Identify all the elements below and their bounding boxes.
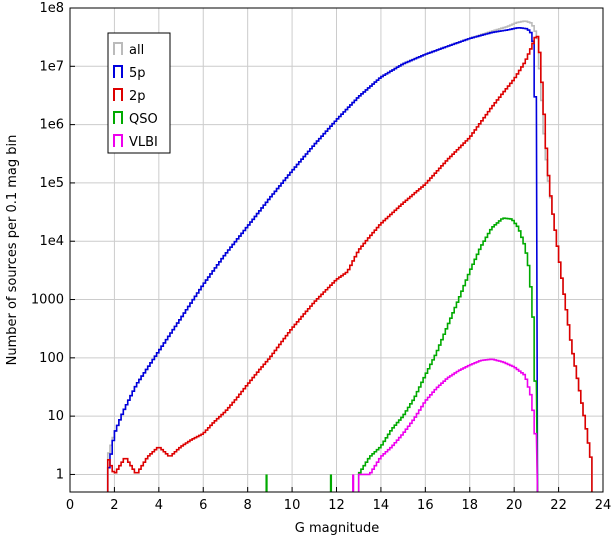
axes-layer: 0 2 4 6 8 10 12 14 16 18 20 22 2411010010001e41e51e6… <box>31 1 611 513</box>
x-tick-label: 0 <box>66 498 74 513</box>
legend: all 5p 2p QSO VLBI <box>107 32 171 154</box>
y-tick-label: 1 <box>56 467 64 482</box>
x-tick-label: 16 <box>417 498 434 513</box>
x-tick-label: 4 <box>155 498 163 513</box>
legend-swatch-5p <box>113 65 123 78</box>
y-tick-label: 1e7 <box>39 59 64 74</box>
series-line-all <box>106 20 593 492</box>
y-axis-label: Number of sources per 0.1 mag bin <box>5 135 20 366</box>
y-tick-label: 100 <box>39 351 64 366</box>
series-mark-vlbi <box>352 474 355 492</box>
y-tick-label: 1e5 <box>39 176 64 191</box>
x-tick-label: 24 <box>595 498 612 513</box>
legend-box <box>107 32 171 154</box>
series-line-2p <box>106 35 593 492</box>
series-layer <box>106 20 593 492</box>
legend-label-all: all <box>129 43 144 58</box>
x-tick-label: 8 <box>244 498 252 513</box>
series-line-qso <box>357 217 539 492</box>
series-mark-qso <box>265 474 268 492</box>
legend-label-vlbi: VLBI <box>129 135 158 150</box>
legend-label-qso: QSO <box>129 112 158 127</box>
y-tick-label: 1e6 <box>39 118 64 133</box>
legend-swatch-qso <box>113 111 123 124</box>
y-tick-label: 1e4 <box>39 234 64 249</box>
y-tick-label: 10 <box>47 409 64 424</box>
plot-frame <box>69 7 604 493</box>
series-line-vlbi <box>357 358 539 492</box>
x-tick-label: 10 <box>284 498 301 513</box>
y-tick-label: 1e8 <box>39 1 64 16</box>
x-tick-label: 22 <box>550 498 567 513</box>
x-tick-label: 14 <box>373 498 390 513</box>
legend-swatch-all <box>113 42 123 55</box>
x-tick-label: 18 <box>461 498 478 513</box>
series-line-5p <box>106 27 539 492</box>
legend-swatch-2p <box>113 88 123 101</box>
x-tick-label: 12 <box>328 498 345 513</box>
legend-swatch-vlbi <box>113 134 123 147</box>
x-tick-label: 20 <box>506 498 523 513</box>
legend-label-2p: 2p <box>129 89 146 104</box>
x-tick-label: 6 <box>199 498 207 513</box>
y-tick-label: 1000 <box>31 293 64 308</box>
series-mark-qso <box>329 474 333 492</box>
legend-label-5p: 5p <box>129 66 146 81</box>
x-tick-label: 2 <box>110 498 118 513</box>
x-axis-label: G magnitude <box>295 521 380 536</box>
